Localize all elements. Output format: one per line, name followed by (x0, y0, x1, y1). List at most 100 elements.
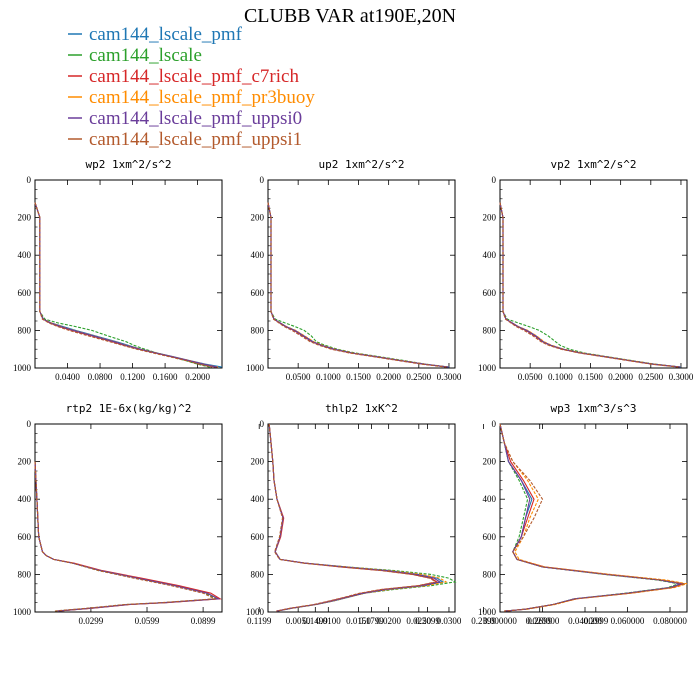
legend-label: cam144_lscale (89, 45, 202, 66)
series-line (268, 423, 445, 612)
y-tick-label: 200 (251, 213, 265, 223)
y-tick-label: 400 (18, 494, 32, 504)
plot-frame (267, 179, 456, 369)
x-tick-label: 0.2000 (376, 372, 401, 382)
x-tick-label: 0.0100 (316, 616, 341, 626)
x-tick-label: 0.1000 (316, 372, 341, 382)
y-tick-label: 200 (18, 213, 32, 223)
x-tick-label: 0.0500 (518, 372, 543, 382)
series-line (499, 423, 685, 612)
x-tick-label: 0.3000 (669, 372, 694, 382)
x-tick-label: 0.1000 (548, 372, 573, 382)
y-tick-label: 0 (492, 419, 497, 429)
series-line (499, 202, 682, 368)
x-tick-label: 0.0500 (286, 372, 311, 382)
x-tick-label: 0.0599 (135, 616, 160, 626)
x-tick-label: 0.1600 (153, 372, 178, 382)
y-tick-label: 0 (27, 175, 32, 185)
x-tick-label: 0.0050 (286, 616, 311, 626)
series-line (268, 423, 439, 612)
panel: wp2 1xm^2/s^2 0 200 400 600 800 1000 0.0400 0.08… (13, 158, 223, 382)
legend-entry: cam144_lscale_pmf_c7rich (68, 66, 299, 87)
series-line (34, 202, 218, 368)
series-line (499, 423, 683, 612)
series-line (34, 461, 217, 612)
series-line (267, 202, 447, 368)
x-tick-label: 0.080000 (653, 616, 687, 626)
legend-label: cam144_lscale_pmf_uppsi0 (89, 108, 302, 129)
series-line (499, 202, 682, 368)
series-line (499, 202, 682, 368)
y-tick-label: 200 (483, 457, 497, 467)
y-tick-label: 400 (483, 494, 497, 504)
x-tick-label: 0.2099 (415, 616, 440, 626)
x-tick-label: 0.1199 (247, 616, 272, 626)
series-line (499, 202, 679, 368)
x-tick-label: 0.0150 (346, 616, 371, 626)
panel-title: wp3 1xm^3/s^3 (550, 402, 636, 415)
y-tick-label: 0 (492, 175, 497, 185)
y-tick-label: 0 (260, 419, 265, 429)
y-tick-label: 600 (18, 532, 32, 542)
x-tick-label: 0.0400 (55, 372, 80, 382)
panel-title: thlp2 1xK^2 (325, 402, 398, 415)
x-tick-label: 0.0800 (88, 372, 113, 382)
y-tick-label: 800 (483, 325, 497, 335)
panel: up2 1xm^2/s^2 0 200 400 600 800 1000 0.0500 0.10… (246, 158, 462, 382)
legend-entry: cam144_lscale_pmf_uppsi0 (68, 108, 302, 129)
y-tick-label: 1000 (478, 607, 497, 617)
plot-frame (499, 179, 688, 369)
y-tick-label: 400 (251, 494, 265, 504)
x-tick-label: 0.3000 (437, 372, 462, 382)
y-tick-label: 600 (18, 288, 32, 298)
x-tick-label: 0.060000 (611, 616, 645, 626)
y-tick-label: 1000 (13, 363, 32, 373)
y-tick-label: 1000 (246, 607, 265, 617)
x-tick-label: 0.2000 (185, 372, 210, 382)
panel-title: vp2 1xm^2/s^2 (550, 158, 636, 171)
x-tick-label: 0.1499 (303, 616, 328, 626)
series-line (268, 423, 438, 612)
x-tick-label: 0.0200 (376, 616, 401, 626)
y-tick-label: 200 (251, 457, 265, 467)
x-tick-label: 0.2000 (608, 372, 633, 382)
y-tick-label: 600 (251, 532, 265, 542)
plot-frame (34, 179, 223, 369)
y-tick-label: 400 (18, 250, 32, 260)
x-tick-label: 0.2999 (583, 616, 608, 626)
panel: thlp2 1xK^2 0 200 400 600 800 1000 0.0050 0.0100… (246, 402, 462, 626)
series-line (34, 202, 223, 368)
x-tick-label: 0.000000 (483, 616, 517, 626)
series-line (268, 423, 457, 612)
panel: rtp2 1E-6x(kg/kg)^2 0 200 400 600 800 1000 0.02… (13, 402, 609, 626)
x-tick-label: 0.1500 (346, 372, 371, 382)
series-line (267, 202, 450, 368)
legend-entry: cam144_lscale (68, 45, 202, 66)
figure-title: CLUBB VAR at190E,20N (244, 5, 456, 27)
x-tick-label: 0.2500 (406, 372, 431, 382)
y-tick-label: 800 (18, 569, 32, 579)
x-tick-label: 0.040000 (568, 616, 602, 626)
legend-label: cam144_lscale_pmf_uppsi1 (89, 129, 302, 150)
series-line (34, 202, 213, 368)
legend-entry: cam144_lscale_pmf_pr3buoy (68, 87, 315, 108)
series-line (499, 202, 680, 368)
x-tick-label: 0.1799 (359, 616, 384, 626)
x-tick-label: 0.0300 (437, 616, 462, 626)
y-tick-label: 400 (483, 250, 497, 260)
series-line (267, 202, 450, 368)
x-tick-label: 0.2500 (638, 372, 663, 382)
y-tick-label: 1000 (13, 607, 32, 617)
series-line (268, 423, 442, 612)
series-line (34, 202, 210, 368)
plot-frame (34, 423, 223, 613)
y-tick-label: 200 (18, 457, 32, 467)
series-line (499, 423, 681, 612)
y-tick-label: 200 (483, 213, 497, 223)
panel-title: wp2 1xm^2/s^2 (85, 158, 171, 171)
y-tick-label: 800 (18, 325, 32, 335)
series-line (499, 423, 686, 612)
panel: vp2 1xm^2/s^2 0 200 400 600 800 1000 0.0500 0.10… (478, 158, 694, 382)
y-tick-label: 800 (251, 325, 265, 335)
